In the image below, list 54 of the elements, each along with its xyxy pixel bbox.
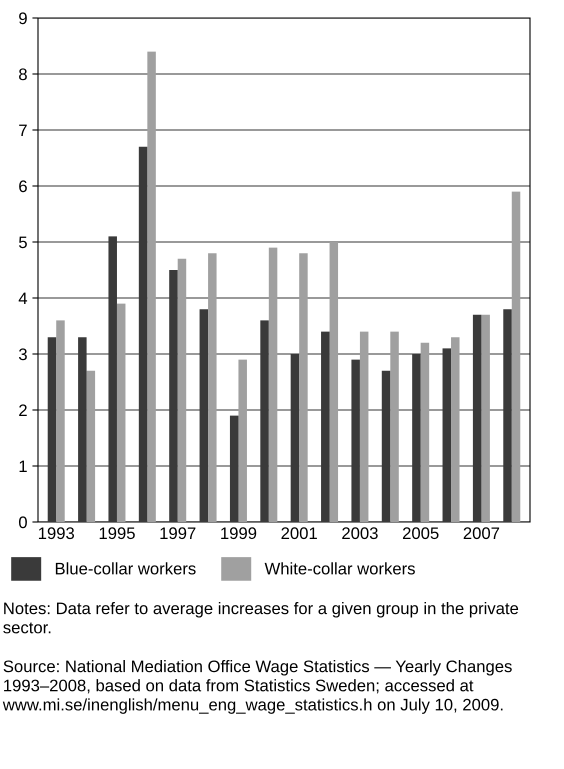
bar [382,370,390,522]
bar [390,332,399,522]
bar [230,416,238,522]
y-tick-label: 1 [20,460,27,472]
bar [330,242,338,522]
x-tick-label: 1995 [100,527,135,540]
bar [420,342,430,522]
bar [238,360,247,522]
source-note: Source: National Mediation Office Wage Statistics — Yearly Changes 1993–2008, based on data from Statistics Sweden; accessed at www.mi.se/inenglish/menu_eng_wage_statistics.h on July 10, 2009. [2,660,512,714]
bar [512,192,520,522]
bar [451,337,460,522]
bar [138,146,148,522]
x-tick-label: 2001 [281,527,317,540]
bar [412,354,421,522]
x-tick-label: 1993 [38,527,74,540]
y-tick-label: 5 [18,236,27,248]
x-tick-label: 1999 [221,527,256,540]
x-tick-label: 2007 [464,527,500,540]
bar [299,253,308,522]
y-tick-label: 4 [18,292,28,304]
y-tick-label: 6 [19,180,27,192]
x-tick-label: 1997 [160,527,196,540]
legend-label: White-collar workers [264,562,415,574]
bar [169,270,178,522]
bar [360,332,368,522]
bar [268,248,278,522]
y-tick-label: 7 [19,124,27,136]
bar [481,314,490,522]
bar [260,320,269,522]
x-tick-label: 2005 [402,527,439,540]
y-tick-label: 8 [19,68,27,80]
bar [351,360,360,522]
bar [321,332,330,522]
bar [290,354,300,522]
bar [108,236,117,522]
bar [178,258,186,522]
bar [503,309,512,522]
legend-label: Blue-collar workers [56,562,196,574]
bar [208,253,217,522]
bar [200,309,208,522]
y-tick-label: 2 [19,404,27,416]
y-tick-label: 9 [19,12,27,24]
x-tick-label: 2003 [342,527,378,540]
bar [116,304,126,522]
y-tick-label: 0 [18,516,27,528]
bar [56,320,65,522]
bar [78,337,87,522]
bar [442,348,452,522]
text: Notes: Data refer to average increases for a given group in the private sector. [3,602,518,634]
bar [147,52,156,522]
y-tick-label: 3 [18,348,27,360]
bar [86,370,96,522]
bar [472,314,482,522]
bar [48,337,56,522]
